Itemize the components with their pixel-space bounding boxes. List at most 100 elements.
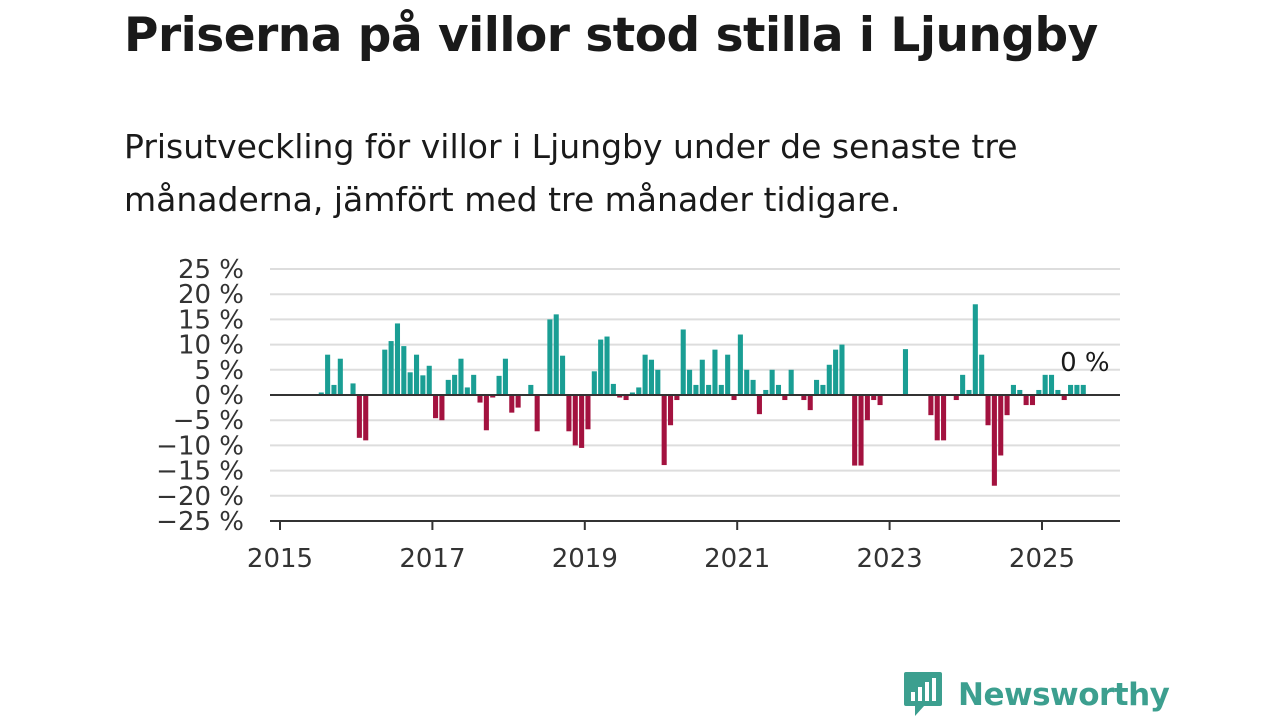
x-tick-label: 2023 — [857, 544, 923, 574]
y-tick-label: 5 % — [194, 356, 244, 386]
bar — [337, 358, 343, 395]
bar — [585, 395, 591, 430]
bar — [471, 374, 477, 395]
y-tick-label: −15 % — [156, 457, 244, 487]
bar-chart: 25 %20 %15 %10 %5 %0 %−5 %−10 %−15 %−20 … — [156, 255, 1120, 574]
y-axis-labels: 25 %20 %15 %10 %5 %0 %−5 %−10 %−15 %−20 … — [156, 255, 244, 537]
bar — [648, 359, 655, 395]
bar — [413, 354, 420, 395]
bar — [426, 365, 432, 395]
bar — [515, 395, 521, 408]
bar — [401, 346, 407, 395]
bar — [629, 392, 635, 395]
bar — [1029, 395, 1036, 406]
bar — [750, 379, 756, 395]
bar — [744, 369, 750, 395]
bar — [775, 384, 782, 395]
y-tick-label: −10 % — [156, 431, 244, 461]
bar — [318, 392, 324, 395]
y-tick-label: −20 % — [156, 482, 244, 512]
bar — [699, 359, 705, 395]
bar — [572, 395, 578, 446]
bar — [420, 375, 426, 395]
brand-name: Newsworthy — [958, 677, 1170, 713]
y-tick-label: 15 % — [178, 305, 244, 335]
bar — [483, 395, 489, 431]
bar — [655, 369, 661, 395]
bar — [871, 395, 877, 401]
bar — [960, 374, 966, 395]
bar — [864, 395, 870, 421]
bar — [820, 384, 826, 395]
bar — [477, 395, 483, 403]
brand-logo: Newsworthy — [902, 670, 1170, 720]
bar — [674, 395, 680, 401]
bar — [807, 395, 813, 411]
x-tick-label: 2017 — [399, 544, 465, 574]
bar — [388, 341, 394, 395]
bar — [718, 384, 724, 395]
bar — [737, 334, 743, 395]
bar — [928, 395, 934, 416]
bar — [610, 383, 616, 395]
bar — [706, 384, 712, 395]
bar — [693, 384, 699, 395]
bar — [833, 349, 839, 395]
bar — [1068, 384, 1074, 395]
bar — [439, 395, 445, 421]
bar — [553, 314, 559, 395]
bar — [617, 395, 623, 398]
x-axis-labels: 2015 2017 2019 2021 2023 2025 — [247, 544, 1075, 574]
bar — [953, 395, 959, 401]
bar — [496, 375, 502, 395]
bar — [528, 384, 534, 395]
bar — [725, 354, 731, 395]
bar — [782, 395, 788, 401]
bar — [350, 383, 356, 395]
bar — [1017, 389, 1023, 395]
bar — [839, 344, 845, 395]
bar — [445, 379, 451, 395]
bar — [356, 395, 362, 438]
bar — [1023, 395, 1029, 406]
bar — [636, 387, 642, 395]
bar — [998, 395, 1004, 456]
bar — [756, 395, 762, 415]
bar — [877, 395, 883, 406]
x-tick-label: 2019 — [552, 544, 618, 574]
bar — [934, 395, 940, 441]
bar — [598, 339, 604, 395]
bar — [331, 384, 337, 395]
y-tick-label: 20 % — [178, 280, 244, 310]
bar — [325, 354, 331, 395]
bar — [1036, 389, 1042, 395]
axes — [270, 394, 1120, 530]
bar — [826, 364, 832, 395]
page-subtitle: Prisutveckling för villor i Ljungby unde… — [124, 127, 1018, 219]
bar — [814, 379, 820, 395]
x-tick-label: 2021 — [704, 544, 770, 574]
bar — [661, 395, 667, 466]
bar — [433, 395, 439, 419]
bar — [458, 358, 464, 395]
bar — [604, 336, 610, 395]
bar — [407, 372, 413, 395]
x-tick-label: 2015 — [247, 544, 313, 574]
bar — [985, 395, 991, 426]
bar — [464, 387, 470, 395]
bar — [363, 395, 369, 441]
bar — [642, 354, 648, 395]
y-tick-label: 10 % — [178, 331, 244, 361]
bar — [547, 319, 553, 395]
bar — [490, 395, 496, 398]
bar — [763, 389, 769, 395]
bar — [712, 349, 718, 395]
bar — [534, 395, 540, 432]
bar — [394, 323, 401, 395]
bar — [579, 395, 585, 448]
bar — [452, 374, 458, 395]
bar — [623, 395, 629, 401]
bar — [382, 349, 388, 395]
bar — [731, 395, 737, 401]
bar — [991, 395, 997, 486]
